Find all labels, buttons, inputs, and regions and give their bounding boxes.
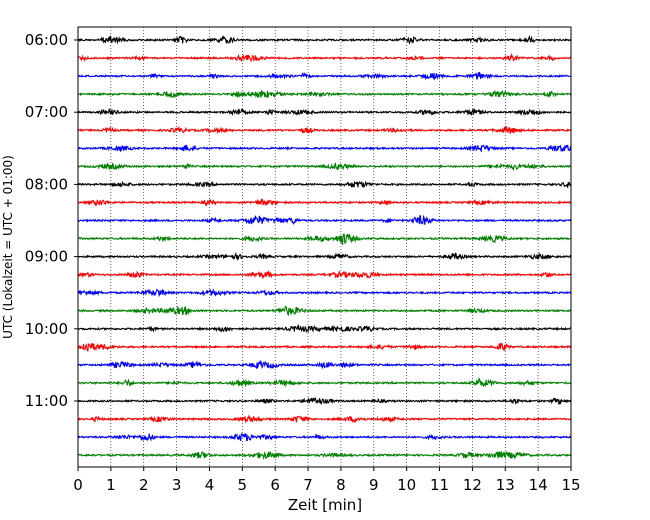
x-tick-label: 5 bbox=[238, 476, 248, 494]
trace-1145 bbox=[77, 450, 572, 461]
trace-1045 bbox=[77, 376, 572, 388]
x-tick-label: 15 bbox=[561, 476, 580, 494]
trace-0830 bbox=[77, 214, 572, 225]
x-tick-label: 11 bbox=[430, 476, 449, 494]
trace-0930 bbox=[77, 288, 572, 298]
trace-0945 bbox=[77, 305, 572, 317]
trace-0700 bbox=[77, 108, 572, 117]
trace-0815 bbox=[77, 198, 572, 207]
y-tick-label: 09:00 bbox=[25, 248, 68, 266]
x-tick-label: 2 bbox=[139, 476, 149, 494]
y-axis-label: UTC (Lokalzeit = UTC + 01:00) bbox=[1, 155, 15, 339]
trace-0600 bbox=[77, 34, 572, 45]
x-tick-label: 4 bbox=[205, 476, 215, 494]
trace-0715 bbox=[77, 125, 572, 135]
x-tick-label: 9 bbox=[369, 476, 379, 494]
x-axis-label: Zeit [min] bbox=[288, 496, 362, 514]
trace-0845 bbox=[77, 233, 572, 245]
x-tick-label: 12 bbox=[463, 476, 482, 494]
trace-1130 bbox=[77, 432, 572, 442]
trace-0900 bbox=[77, 251, 572, 262]
y-tick-label: 07:00 bbox=[25, 103, 68, 121]
x-tick-label: 13 bbox=[496, 476, 515, 494]
x-tick-label: 14 bbox=[529, 476, 548, 494]
trace-0645 bbox=[77, 89, 572, 99]
x-tick-label: 1 bbox=[106, 476, 116, 494]
trace-0915 bbox=[77, 270, 572, 280]
trace-0615 bbox=[77, 52, 572, 63]
x-tick-label: 0 bbox=[73, 476, 83, 494]
grid-lines bbox=[110, 27, 539, 467]
x-tick-label: 10 bbox=[397, 476, 416, 494]
trace-0800 bbox=[77, 180, 572, 189]
trace-1000 bbox=[77, 323, 572, 334]
y-tick-label: 10:00 bbox=[25, 320, 68, 338]
x-axis-ticks: 0 1 2 3 4 5 6 7 8 9 10 11 12 13 14 15 bbox=[73, 467, 581, 494]
y-tick-label: 08:00 bbox=[25, 175, 68, 193]
y-tick-label: 11:00 bbox=[25, 392, 68, 410]
trace-1015 bbox=[77, 342, 572, 352]
trace-0630 bbox=[77, 71, 572, 81]
x-tick-label: 3 bbox=[172, 476, 182, 494]
x-tick-label: 8 bbox=[336, 476, 346, 494]
y-axis-ticks: 06:00 07:00 08:00 09:00 10:00 11:00 bbox=[25, 31, 78, 410]
trace-0745 bbox=[77, 162, 572, 172]
trace-1100 bbox=[77, 396, 572, 406]
plot-frame bbox=[77, 26, 572, 468]
trace-1030 bbox=[77, 359, 572, 370]
trace-0730 bbox=[77, 144, 572, 153]
seismic-traces bbox=[77, 34, 572, 461]
x-tick-label: 6 bbox=[270, 476, 280, 494]
y-tick-label: 06:00 bbox=[25, 31, 68, 49]
trace-1115 bbox=[77, 414, 572, 424]
x-tick-label: 7 bbox=[303, 476, 313, 494]
